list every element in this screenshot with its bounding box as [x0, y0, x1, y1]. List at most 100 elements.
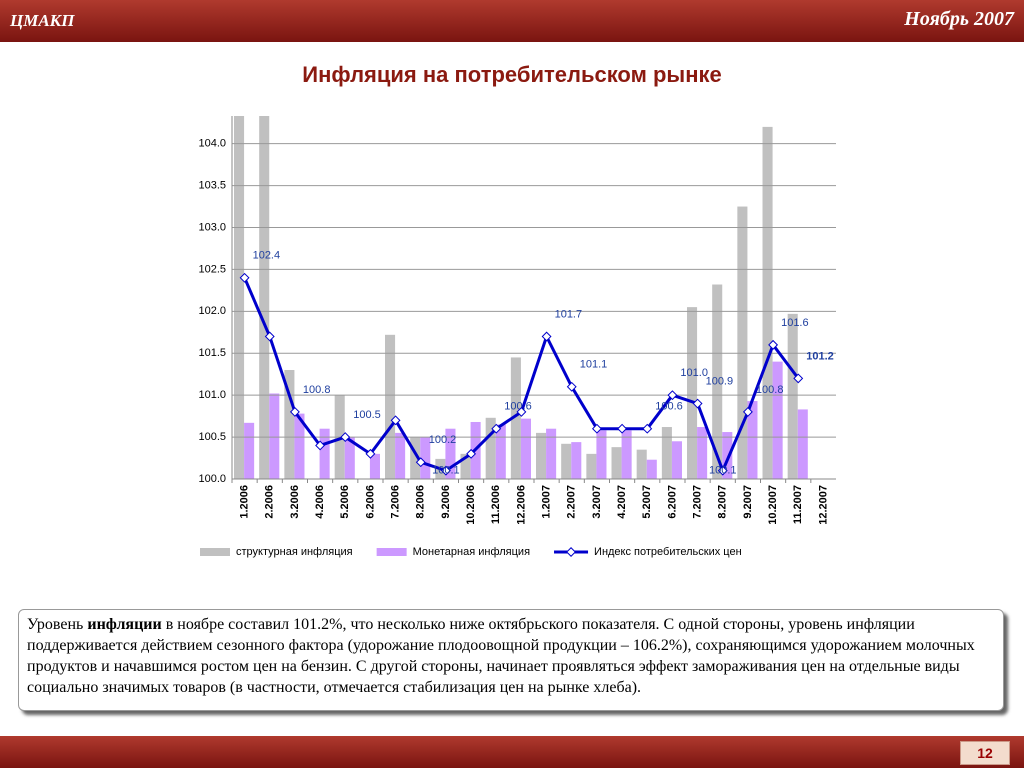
bar — [747, 401, 758, 479]
bar — [369, 453, 380, 479]
marker — [692, 398, 703, 409]
marker — [566, 381, 577, 392]
data-label: 102.4 — [253, 250, 281, 262]
x-tick-label: 6.2007 — [666, 485, 678, 519]
x-tick-label: 4.2007 — [616, 485, 628, 519]
x-tick-label: 12.2007 — [817, 485, 829, 525]
x-tick-label: 1.2007 — [540, 485, 552, 519]
bar — [520, 418, 531, 479]
bar — [712, 284, 723, 479]
legend-swatch — [200, 548, 230, 556]
bar — [722, 432, 733, 479]
data-label: 100.8 — [756, 384, 784, 396]
marker — [365, 448, 376, 459]
marker — [768, 339, 779, 350]
marker — [793, 373, 804, 384]
data-label: 100.9 — [706, 375, 734, 387]
legend-marker — [566, 547, 576, 557]
x-tick-label: 11.2007 — [792, 485, 804, 524]
y-tick-label: 103.0 — [198, 221, 226, 233]
text-box: Уровень инфляции в ноябре составил 101.2… — [18, 609, 1004, 711]
legend-label: Индекс потребительских цен — [594, 546, 742, 558]
y-tick-label: 101.0 — [198, 389, 226, 401]
data-label: 101.2 — [806, 350, 834, 362]
x-tick-label: 8.2006 — [415, 485, 427, 519]
marker — [390, 415, 401, 426]
bar — [687, 307, 698, 479]
x-tick-label: 10.2006 — [465, 485, 477, 525]
bar — [546, 428, 557, 479]
x-tick-label: 2.2007 — [566, 485, 578, 519]
y-tick-label: 100.0 — [198, 473, 226, 485]
date: Ноябрь 2007 — [904, 8, 1014, 30]
bar — [737, 206, 748, 479]
bar — [510, 357, 521, 479]
bar — [671, 441, 682, 479]
legend-label: Монетарная инфляция — [413, 546, 530, 558]
bar — [319, 428, 330, 479]
y-tick-label: 102.0 — [198, 305, 226, 317]
bar — [445, 428, 456, 479]
x-tick-label: 7.2007 — [691, 485, 703, 519]
bar — [420, 437, 431, 479]
bar — [797, 409, 808, 479]
legend-label: структурная инфляция — [236, 546, 353, 558]
y-tick-label: 101.5 — [198, 347, 226, 359]
bar — [661, 427, 672, 479]
bar — [586, 453, 597, 479]
data-label: 100.6 — [655, 401, 683, 413]
marker — [617, 423, 628, 434]
bar — [234, 116, 245, 479]
marker — [239, 272, 250, 283]
bar — [385, 334, 396, 479]
marker — [415, 457, 426, 468]
x-tick-label: 1.2006 — [238, 485, 250, 519]
bar — [611, 447, 622, 479]
text: Уровень — [27, 616, 88, 633]
x-tick-label: 10.2007 — [767, 485, 779, 525]
bar — [636, 449, 647, 479]
marker — [642, 423, 653, 434]
bar — [621, 430, 632, 479]
marker — [289, 406, 300, 417]
bar — [395, 432, 406, 479]
bar — [284, 370, 295, 479]
text: в ноябре составил 101.2%, что несколько … — [27, 616, 975, 696]
chart: Инфляция на потребительском рынке 100.0 1… — [198, 62, 836, 558]
bar — [259, 116, 270, 479]
x-tick-label: 3.2006 — [289, 485, 301, 519]
marker — [516, 406, 527, 417]
marker — [591, 423, 602, 434]
y-tick-label: 100.5 — [198, 431, 226, 443]
x-tick-label: 4.2006 — [314, 485, 326, 519]
bar — [269, 393, 280, 479]
bar — [460, 453, 471, 479]
page-number: 12 — [960, 741, 1010, 765]
header-bar — [0, 0, 1024, 42]
marker — [541, 331, 552, 342]
marker — [315, 440, 326, 451]
y-tick-label: 104.0 — [198, 138, 226, 150]
x-tick-label: 5.2007 — [641, 485, 653, 519]
x-tick-label: 5.2006 — [339, 485, 351, 519]
marker — [491, 423, 502, 434]
bar — [646, 459, 657, 479]
marker — [340, 432, 351, 443]
data-label: 100.1 — [709, 465, 737, 477]
marker — [742, 406, 753, 417]
bar — [344, 437, 355, 479]
bar — [697, 427, 708, 479]
data-label: 101.0 — [680, 367, 708, 379]
bar — [244, 422, 255, 479]
org: ЦМАКП — [10, 11, 75, 30]
x-tick-label: 7.2006 — [389, 485, 401, 519]
data-label: 100.8 — [303, 384, 331, 396]
x-tick-label: 12.2006 — [515, 485, 527, 525]
bar — [787, 313, 798, 479]
x-tick-label: 3.2007 — [591, 485, 603, 519]
data-label: 100.5 — [353, 409, 381, 421]
x-tick-label: 9.2007 — [742, 485, 754, 519]
bar — [410, 437, 421, 479]
x-tick-label: 11.2006 — [490, 485, 502, 524]
marker — [667, 390, 678, 401]
